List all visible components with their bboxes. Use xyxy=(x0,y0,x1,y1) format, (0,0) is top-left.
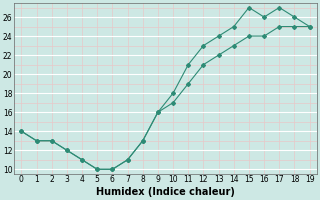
X-axis label: Humidex (Indice chaleur): Humidex (Indice chaleur) xyxy=(96,187,235,197)
